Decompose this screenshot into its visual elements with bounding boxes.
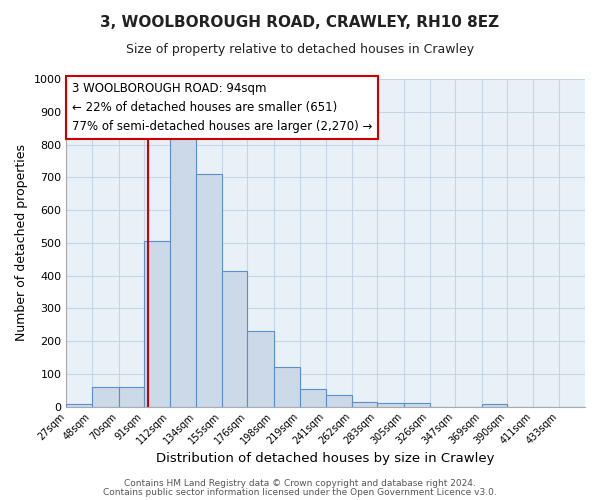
Y-axis label: Number of detached properties: Number of detached properties <box>15 144 28 342</box>
Bar <box>299 388 326 406</box>
Bar <box>482 404 507 406</box>
Bar <box>352 402 377 406</box>
Text: Contains HM Land Registry data © Crown copyright and database right 2024.: Contains HM Land Registry data © Crown c… <box>124 478 476 488</box>
Bar <box>119 387 144 406</box>
Bar <box>170 136 196 406</box>
Bar <box>92 387 119 406</box>
Bar <box>247 332 274 406</box>
Bar <box>144 241 170 406</box>
Text: Size of property relative to detached houses in Crawley: Size of property relative to detached ho… <box>126 42 474 56</box>
Text: 3 WOOLBOROUGH ROAD: 94sqm
← 22% of detached houses are smaller (651)
77% of semi: 3 WOOLBOROUGH ROAD: 94sqm ← 22% of detac… <box>71 82 372 134</box>
Bar <box>222 270 247 406</box>
Text: Contains public sector information licensed under the Open Government Licence v3: Contains public sector information licen… <box>103 488 497 497</box>
Text: 3, WOOLBOROUGH ROAD, CRAWLEY, RH10 8EZ: 3, WOOLBOROUGH ROAD, CRAWLEY, RH10 8EZ <box>100 15 500 30</box>
Bar <box>67 404 92 406</box>
Bar <box>274 368 299 406</box>
Bar <box>196 174 222 406</box>
Bar <box>377 402 404 406</box>
Bar <box>404 404 430 406</box>
X-axis label: Distribution of detached houses by size in Crawley: Distribution of detached houses by size … <box>157 452 495 465</box>
Bar <box>326 395 352 406</box>
